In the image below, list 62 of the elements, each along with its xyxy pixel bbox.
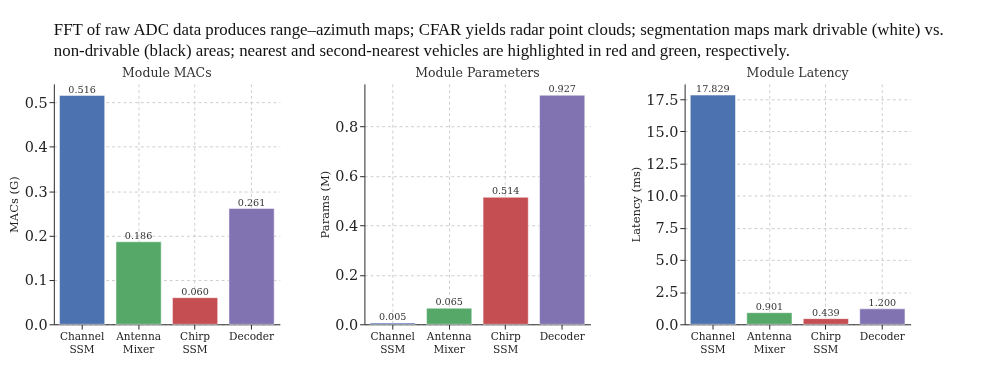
data-label: 0.439: [812, 306, 840, 318]
data-label: 0.005: [378, 311, 407, 323]
y-tick-label: 15.0: [646, 123, 679, 140]
bar: [690, 94, 736, 325]
bar: [482, 197, 529, 325]
data-label: 0.901: [755, 300, 784, 312]
data-label: 0.927: [548, 83, 576, 95]
x-tick-label: Channel SSM: [59, 330, 105, 355]
bar: [172, 297, 218, 325]
y-axis-title: Latency (ms): [628, 166, 643, 243]
y-tick-label: 5.0: [655, 252, 679, 269]
data-label: 0.261: [237, 196, 266, 208]
chart-title: Module MACs: [122, 65, 212, 81]
x-tick-label: Chirp SSM: [490, 330, 521, 355]
bar: [115, 241, 162, 325]
y-tick-label: 0.3: [24, 183, 48, 200]
y-tick-label: 0.6: [335, 168, 359, 185]
x-tick-label: Chirp SSM: [180, 330, 211, 355]
text: FFT of raw ADC data produces range–azimuth maps; CFAR yields radar point clouds; segmentation maps mark drivable (white) vs.: [53, 19, 944, 39]
text: non-drivable (black) areas; nearest and second-nearest vehicles are highlighted in red and green, respectively.: [53, 41, 790, 61]
x-tick-label: Channel SSM: [690, 330, 736, 355]
y-tick-label: 0.2: [24, 227, 48, 244]
y-tick-label: 0.0: [24, 316, 48, 333]
y-tick-label: 0.0: [655, 316, 679, 333]
bar: [426, 307, 473, 325]
y-tick-label: 0.0: [335, 316, 359, 333]
data-label: 0.186: [124, 229, 153, 241]
y-tick-label: 12.5: [646, 155, 679, 172]
x-tick-label: Channel SSM: [370, 330, 416, 355]
y-axis-title: MACs (G): [6, 176, 21, 233]
chart-title: Module Parameters: [415, 65, 540, 81]
y-axis-title: Params (M): [317, 170, 332, 239]
data-label: 1.200: [868, 296, 897, 308]
bar: [539, 95, 585, 325]
y-tick-label: 0.1: [24, 272, 48, 289]
y-tick-label: 10.0: [646, 188, 679, 205]
y-tick-label: 0.4: [24, 139, 48, 156]
data-label: 0.065: [435, 296, 463, 308]
data-label: 0.516: [68, 83, 96, 95]
y-tick-label: 0.5: [24, 94, 48, 111]
data-label: 0.060: [181, 285, 209, 297]
y-tick-label: 0.8: [335, 118, 359, 135]
y-tick-label: 7.5: [655, 220, 679, 237]
y-tick-label: 17.5: [646, 91, 679, 108]
x-tick-label: Chirp SSM: [810, 330, 842, 355]
x-tick-label: Decoder: [539, 330, 586, 343]
data-label: 17.829: [696, 83, 730, 95]
data-label: 0.514: [491, 185, 520, 197]
bar: [859, 308, 906, 325]
bar: [746, 312, 793, 325]
bar: [59, 95, 105, 325]
x-tick-label: Antenna Mixer: [115, 330, 162, 355]
x-tick-label: Antenna Mixer: [745, 330, 792, 355]
bar: [228, 208, 275, 325]
y-tick-label: 2.5: [655, 284, 679, 301]
chart-title: Module Latency: [746, 65, 850, 81]
x-tick-label: Antenna Mixer: [425, 330, 472, 355]
bar: [803, 318, 849, 325]
y-tick-label: 0.4: [335, 217, 359, 234]
x-tick-label: Decoder: [229, 330, 276, 343]
y-tick-label: 0.2: [335, 267, 359, 284]
x-tick-label: Decoder: [859, 330, 906, 343]
